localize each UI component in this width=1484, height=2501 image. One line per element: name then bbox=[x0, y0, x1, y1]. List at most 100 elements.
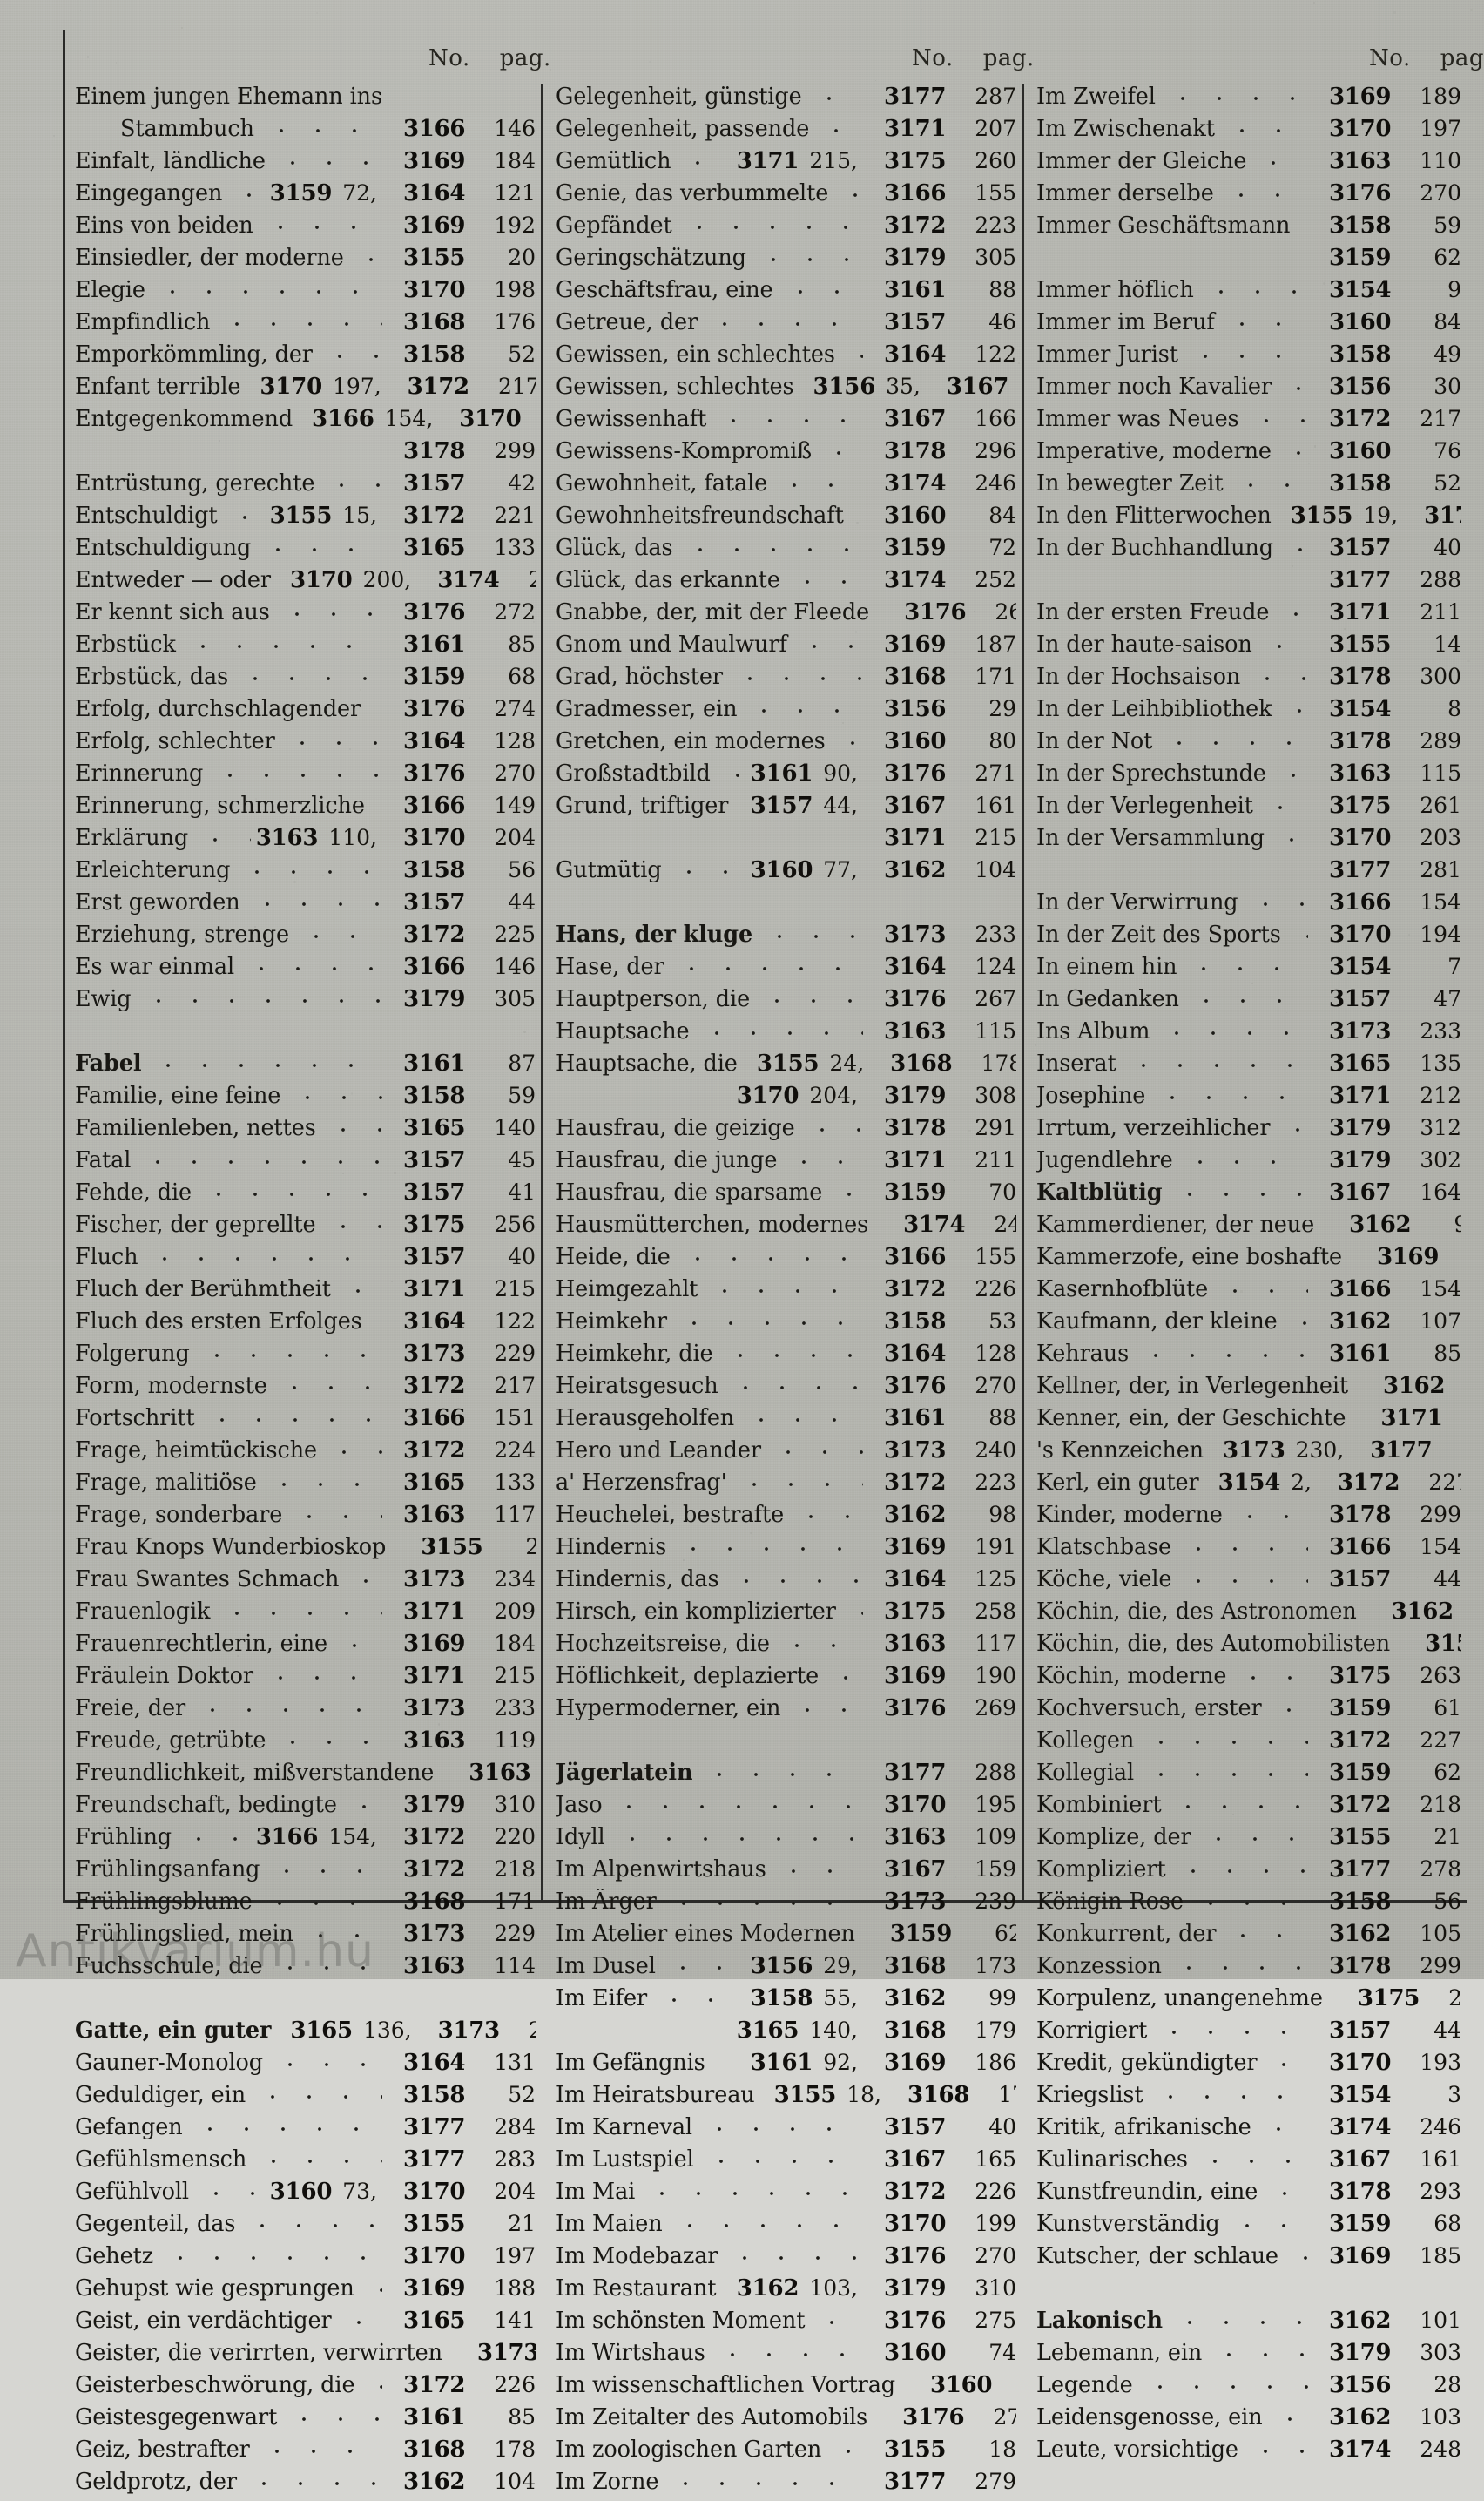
primary-reference: 3172 223 bbox=[868, 1470, 1016, 1496]
secondary-reference: 3170 204, bbox=[737, 1083, 858, 1109]
index-row-spacer bbox=[75, 1018, 536, 1051]
secondary-reference: 3156 29, bbox=[751, 1953, 858, 1979]
index-row: Im zoologischen Garten 3155 18 bbox=[556, 2437, 1016, 2469]
primary-reference: 3169 187 bbox=[868, 632, 1016, 658]
index-term: Frage, malitiöse bbox=[75, 1470, 257, 1496]
issue-number: 3160 bbox=[1329, 438, 1409, 464]
issue-number: 3155 bbox=[403, 245, 483, 271]
index-term: Form, modernste bbox=[75, 1373, 267, 1399]
page-number: 288 bbox=[964, 1760, 1016, 1785]
dot-leader bbox=[363, 2378, 382, 2392]
index-row: Fuchsschule, die 3163 114 bbox=[75, 1953, 536, 1985]
dot-leader bbox=[262, 219, 382, 233]
page-number: 185 bbox=[1409, 2243, 1461, 2268]
issue-number: 3157 bbox=[403, 1147, 483, 1173]
dot-leader bbox=[761, 928, 863, 942]
page-number: 178 bbox=[483, 2437, 536, 2462]
index-term: Im Heiratsbureau bbox=[556, 2082, 755, 2108]
index-term: Kombiniert bbox=[1036, 1792, 1161, 1818]
index-term: In der Hochsaison bbox=[1036, 664, 1240, 690]
page-number: 207 bbox=[964, 116, 1016, 141]
page-number: 296 bbox=[964, 438, 1016, 463]
page-number: 184 bbox=[483, 1631, 536, 1656]
primary-reference: 3175 261 bbox=[1313, 793, 1461, 819]
issue-number: 3171 bbox=[403, 1663, 483, 1689]
index-term: Emporkömmling, der bbox=[75, 341, 313, 368]
index-term: Im Atelier eines Modernen bbox=[556, 1921, 855, 1947]
secondary-issue-number: 3160 bbox=[270, 2179, 333, 2205]
secondary-reference: 3154 2, bbox=[1218, 1470, 1312, 1496]
issue-number: 3173 bbox=[403, 1566, 483, 1592]
issue-number: 3159 bbox=[1329, 1695, 1409, 1721]
dot-leader bbox=[793, 1508, 863, 1522]
column-header-no: No. bbox=[1369, 45, 1411, 71]
primary-reference: 3171209 bbox=[1365, 1405, 1461, 1431]
primary-reference: 3158 59 bbox=[388, 1083, 536, 1109]
dot-leader bbox=[260, 541, 382, 555]
primary-reference: 3178 289 bbox=[1313, 728, 1461, 754]
issue-number: 3170 bbox=[459, 406, 536, 432]
index-row: Ins Album 3173 233 bbox=[1036, 1018, 1461, 1051]
dot-leader bbox=[614, 1830, 863, 1844]
issue-number: 3164 bbox=[884, 1341, 964, 1367]
index-term: Irrtum, verzeihlicher bbox=[1036, 1115, 1271, 1141]
issue-number: 3172 bbox=[884, 2179, 964, 2205]
dot-leader bbox=[146, 1250, 382, 1264]
page-number: 173 bbox=[964, 1953, 1016, 1978]
issue-number: 3177 bbox=[884, 84, 964, 110]
primary-reference: 3157 44 bbox=[388, 889, 536, 916]
primary-reference: 3171 212 bbox=[1313, 1083, 1461, 1109]
dot-leader bbox=[1192, 1895, 1308, 1909]
dot-leader bbox=[732, 670, 863, 684]
index-row: 3177 281 bbox=[1036, 857, 1461, 889]
index-row: Konzession 3178 299 bbox=[1036, 1953, 1461, 1985]
primary-reference: 3176268 bbox=[888, 599, 1016, 625]
page-number: 131 bbox=[483, 2050, 536, 2075]
secondary-page-number: 140, bbox=[809, 2018, 858, 2043]
issue-number: 3167 bbox=[884, 2146, 964, 2173]
index-term: Fehde, die bbox=[75, 1180, 192, 1206]
issue-number: 3178 bbox=[884, 438, 964, 464]
dot-leader bbox=[1273, 831, 1308, 845]
index-row: Kammerdiener, der neue316298 bbox=[1036, 1212, 1461, 1244]
issue-number: 3179 bbox=[1329, 2340, 1409, 2366]
index-term: Immer im Beruf bbox=[1036, 309, 1215, 335]
issue-number: 3179 bbox=[884, 2275, 964, 2302]
index-row: Erinnerung 3176 270 bbox=[75, 760, 536, 793]
primary-reference: 3177281 bbox=[1354, 1437, 1461, 1463]
index-term: Im Eifer bbox=[556, 1985, 647, 2011]
dot-leader bbox=[254, 2088, 382, 2102]
primary-reference: 3176 269 bbox=[868, 1695, 1016, 1721]
index-term: Hausfrau, die geizige bbox=[556, 1115, 795, 1141]
index-term: Heide, die bbox=[556, 1244, 671, 1270]
dot-leader bbox=[268, 1862, 382, 1876]
column-headers: No.pag. No.pag. No.pag. bbox=[63, 45, 1467, 77]
dot-leader bbox=[759, 992, 863, 1006]
dot-leader bbox=[1158, 1024, 1308, 1038]
primary-reference: 3172 218 bbox=[1313, 1792, 1461, 1818]
index-row: Heuchelei, bestrafte 3162 98 bbox=[556, 1502, 1016, 1534]
primary-reference: 3162101 bbox=[1376, 1599, 1461, 1625]
index-term: Es war einmal bbox=[75, 954, 234, 980]
secondary-issue-number: 3155 bbox=[757, 1051, 820, 1077]
dot-leader bbox=[1224, 122, 1308, 136]
primary-reference: 3164 124 bbox=[868, 954, 1016, 980]
primary-reference: 3176273 bbox=[887, 2404, 1016, 2430]
index-term: Großstadtbild bbox=[556, 760, 711, 787]
index-term: Im Zorne bbox=[556, 2469, 658, 2495]
page-number: 227 bbox=[1418, 1470, 1461, 1495]
index-term: Fräulein Doktor bbox=[75, 1663, 253, 1689]
index-row: Gauner-Monolog 3164 131 bbox=[75, 2050, 536, 2082]
index-row: Gewohnheitsfreundschaft 3160 84 bbox=[556, 503, 1016, 535]
index-term: Erklärung bbox=[75, 825, 188, 851]
primary-reference: 315856 bbox=[1313, 1889, 1461, 1915]
primary-reference: 3170 195 bbox=[868, 1792, 1016, 1818]
index-row: Gefühlsmensch 3177 283 bbox=[75, 2146, 536, 2179]
issue-number: 3178 bbox=[1329, 728, 1409, 754]
index-row-spacer bbox=[1036, 2275, 1461, 2308]
issue-number: 3169 bbox=[1377, 1244, 1457, 1270]
index-row: In den Flitterwochen315519,3176275 bbox=[1036, 503, 1461, 535]
page-number: 193 bbox=[1409, 2050, 1461, 2075]
index-term: Kompliziert bbox=[1036, 1856, 1166, 1883]
dot-leader bbox=[1161, 734, 1308, 748]
